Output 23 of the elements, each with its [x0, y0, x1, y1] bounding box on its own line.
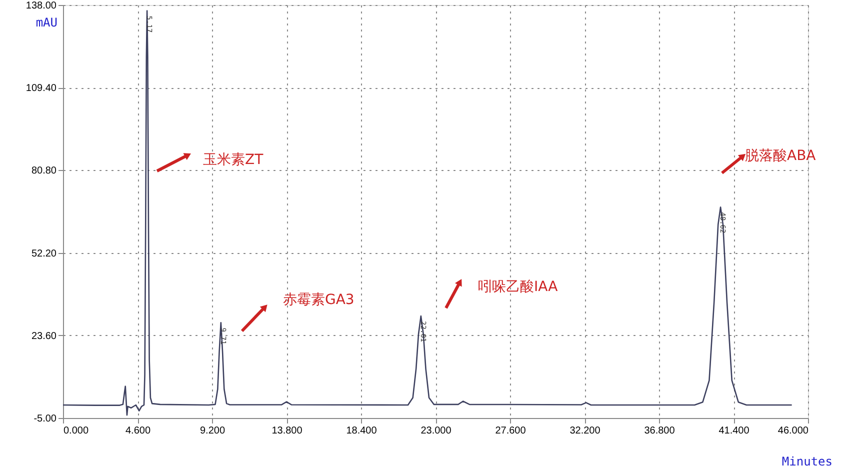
x-tick-label: 4.600: [125, 426, 151, 436]
x-tick-label: 46.000: [778, 426, 809, 436]
y-tick-label: 52.20: [31, 248, 57, 260]
y-tick-label: 80.80: [31, 166, 57, 177]
annotation: 脱落酸ABA: [745, 148, 816, 164]
y-tick-label: 23.60: [31, 330, 57, 342]
x-tick-label: 23.000: [420, 426, 452, 436]
x-axis-title: Minutes: [782, 454, 832, 467]
x-tick-label: 32.200: [570, 426, 601, 436]
y-axis-title: mAU: [36, 16, 58, 30]
annotation: 玉米素ZT: [203, 152, 264, 168]
x-tick-label: 36.800: [644, 426, 676, 436]
y-tick-label: 109.40: [26, 83, 57, 94]
x-tick-label: 18.400: [346, 426, 378, 436]
x-tick-label: 9.200: [200, 426, 226, 436]
y-tick-label: 138.00: [26, 0, 57, 12]
annotation: 赤霉素GA3: [283, 292, 354, 308]
annotation: 吲哚乙酸IAA: [478, 279, 558, 295]
x-tick-label: 27.600: [495, 426, 526, 436]
x-tick-label: 41.400: [718, 426, 750, 436]
x-tick-label: 0.000: [64, 426, 89, 436]
x-tick-label: 13.800: [272, 426, 303, 436]
y-tick-label: -5.00: [34, 414, 57, 424]
